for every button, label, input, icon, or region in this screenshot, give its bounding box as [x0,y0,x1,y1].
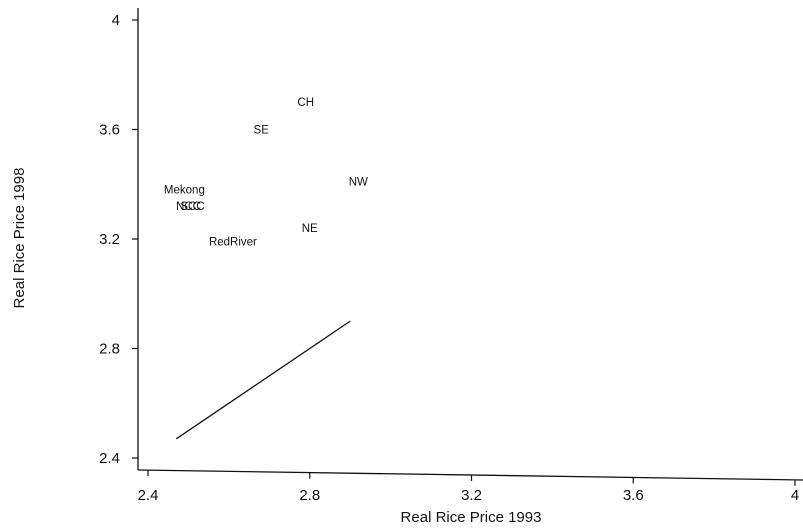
point-label-se: SE [254,125,270,137]
point-label-redriver: RedRiver [209,237,257,249]
point-label-ne: NE [302,223,318,235]
y-axis-title: Real Rice Price 1998 [11,168,28,309]
x-axis-title: Real Rice Price 1993 [401,509,542,526]
x-ticks: 2.4 2.8 3.2 3.6 4 [138,470,799,504]
x-axis-line [137,469,803,481]
y-tick-label: 2.8 [99,341,120,358]
y-tick-label: 2.4 [99,450,120,467]
point-label-mekong: Mekong [164,185,205,197]
y-tick-label: 4 [112,12,120,29]
y-ticks: 2.4 2.8 3.2 3.6 4 [99,12,138,467]
point-label-ch: CH [297,97,314,109]
point-label-ncc: NCC [176,201,201,213]
y-tick-label: 3.6 [99,122,120,139]
y-tick-label: 3.2 [99,231,120,248]
x-tick-label: 4 [791,487,799,504]
point-label-scc: SCC [180,201,204,213]
x-tick-label: 2.4 [138,487,159,504]
x-tick-label: 3.2 [461,487,482,504]
x-tick-label: 2.8 [299,487,320,504]
reference-line [175,320,351,440]
x-tick-label: 3.6 [623,487,644,504]
point-label-nw: NW [349,177,368,189]
